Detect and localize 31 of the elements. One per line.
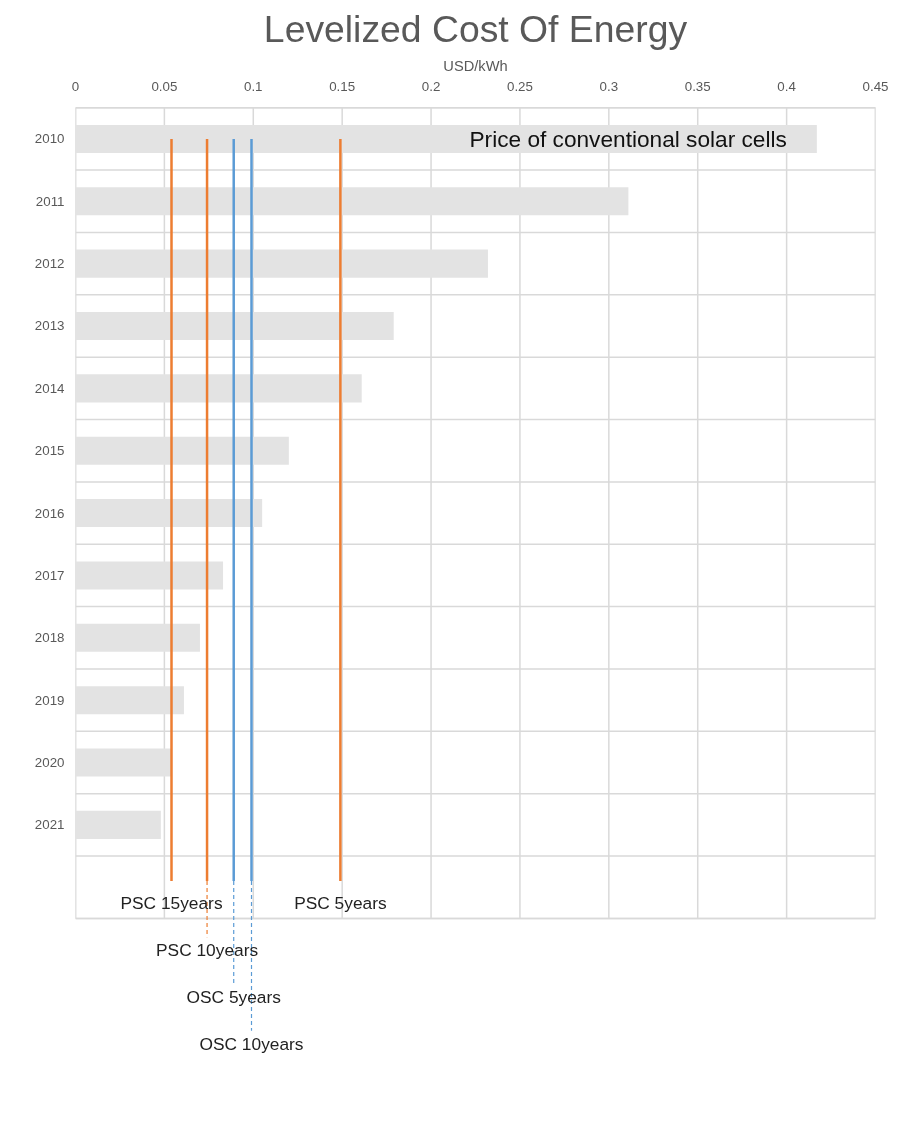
annotation: Price of conventional solar cells: [469, 125, 787, 152]
chart-title: Levelized Cost Of Energy: [263, 7, 688, 50]
y-tick-label: 2015: [34, 443, 65, 459]
y-tick-label: 2010: [34, 131, 65, 147]
y-tick-label: 2014: [34, 380, 66, 396]
ref-line-label: PSC 15years: [120, 893, 223, 914]
x-tick-label: 0.05: [151, 78, 178, 94]
y-tick-label: 2011: [35, 193, 65, 209]
y-tick-label: 2018: [34, 630, 65, 646]
x-tick-label: 0.4: [777, 78, 797, 94]
x-tick-label: 0.3: [599, 78, 619, 94]
y-tick-label: 2020: [34, 755, 65, 771]
ref-line-label: PSC 10years: [156, 940, 259, 961]
y-tick-label: 2021: [34, 817, 65, 833]
x-axis-title: USD/kWh: [443, 57, 508, 74]
bar: [75, 810, 161, 839]
y-tick-label: 2019: [34, 692, 65, 708]
x-tick-label: 0: [71, 78, 80, 94]
y-tick-label: 2017: [34, 567, 65, 583]
ref-line-label: OSC 10years: [199, 1033, 304, 1054]
x-tick-label: 0.15: [329, 78, 356, 94]
ref-line-label: PSC 5years: [294, 893, 387, 914]
x-tick-label: 0.35: [684, 78, 711, 94]
x-tick-label: 0.1: [244, 78, 263, 94]
ref-line-label: OSC 5years: [186, 987, 282, 1008]
x-tick-label: 0.2: [421, 78, 441, 94]
y-tick-label: 2012: [34, 256, 65, 272]
y-tick-label: 2016: [34, 505, 65, 521]
x-tick-label: 0.45: [862, 78, 889, 94]
x-tick-label: 0.25: [506, 78, 533, 94]
y-tick-label: 2013: [34, 318, 65, 334]
